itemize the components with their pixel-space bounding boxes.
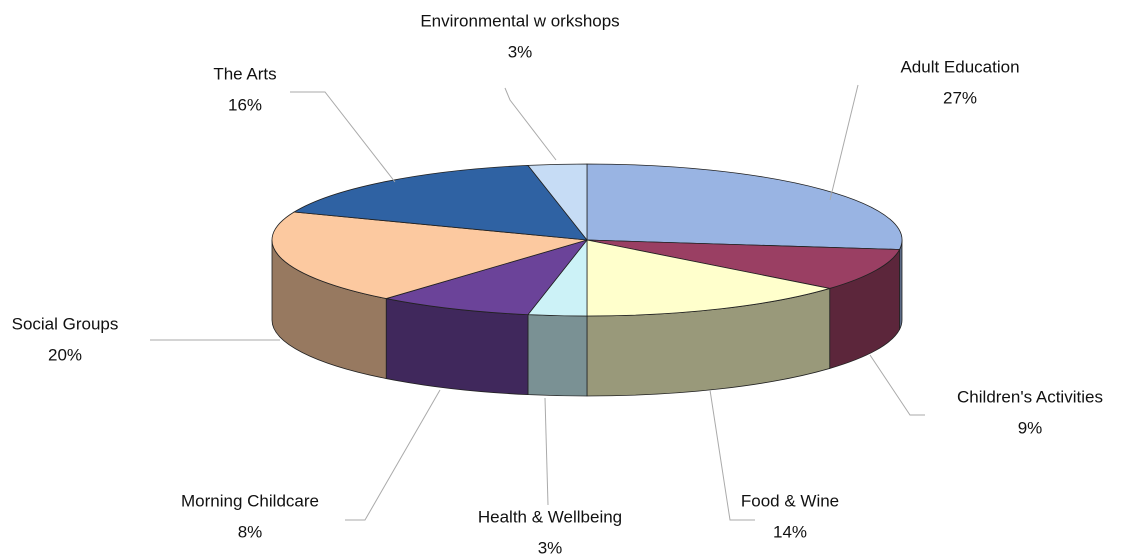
slice-label: Environmental w orkshops	[420, 11, 619, 30]
slice-value-label: 14%	[773, 522, 807, 541]
pie-slice	[271, 211, 588, 299]
pie-slice	[385, 239, 588, 316]
slice-label: Health & Wellbeing	[478, 507, 622, 526]
slice-label: Children's Activities	[957, 387, 1103, 406]
pie-slice-side	[527, 314, 588, 397]
slice-label: Social Groups	[12, 314, 119, 333]
slice-value-label: 8%	[238, 522, 263, 541]
slice-value-label: 3%	[508, 42, 533, 61]
leader-line	[829, 84, 859, 201]
slice-label: Morning Childcare	[181, 491, 319, 510]
slice-value-label: 16%	[228, 95, 262, 114]
slice-label: Food & Wine	[741, 491, 839, 510]
slice-label: The Arts	[213, 64, 276, 83]
slice-label: Adult Education	[900, 57, 1019, 76]
leader-line	[504, 87, 557, 161]
pie-sides	[271, 239, 903, 397]
slice-value-label: 27%	[943, 88, 977, 107]
pie-slice	[586, 163, 903, 250]
pie-slice	[527, 163, 588, 241]
leader-line	[345, 389, 441, 521]
pie-slice	[586, 239, 831, 317]
leader-line	[290, 91, 396, 183]
pie-slice	[293, 164, 588, 241]
leader-line	[869, 354, 925, 416]
leader-line	[709, 389, 755, 521]
slice-value-label: 9%	[1018, 418, 1043, 437]
pie-slice	[586, 239, 900, 289]
slice-value-label: 3%	[538, 538, 563, 557]
leader-line	[544, 397, 549, 506]
pie-tops	[271, 163, 903, 317]
slice-value-label: 20%	[48, 345, 82, 364]
